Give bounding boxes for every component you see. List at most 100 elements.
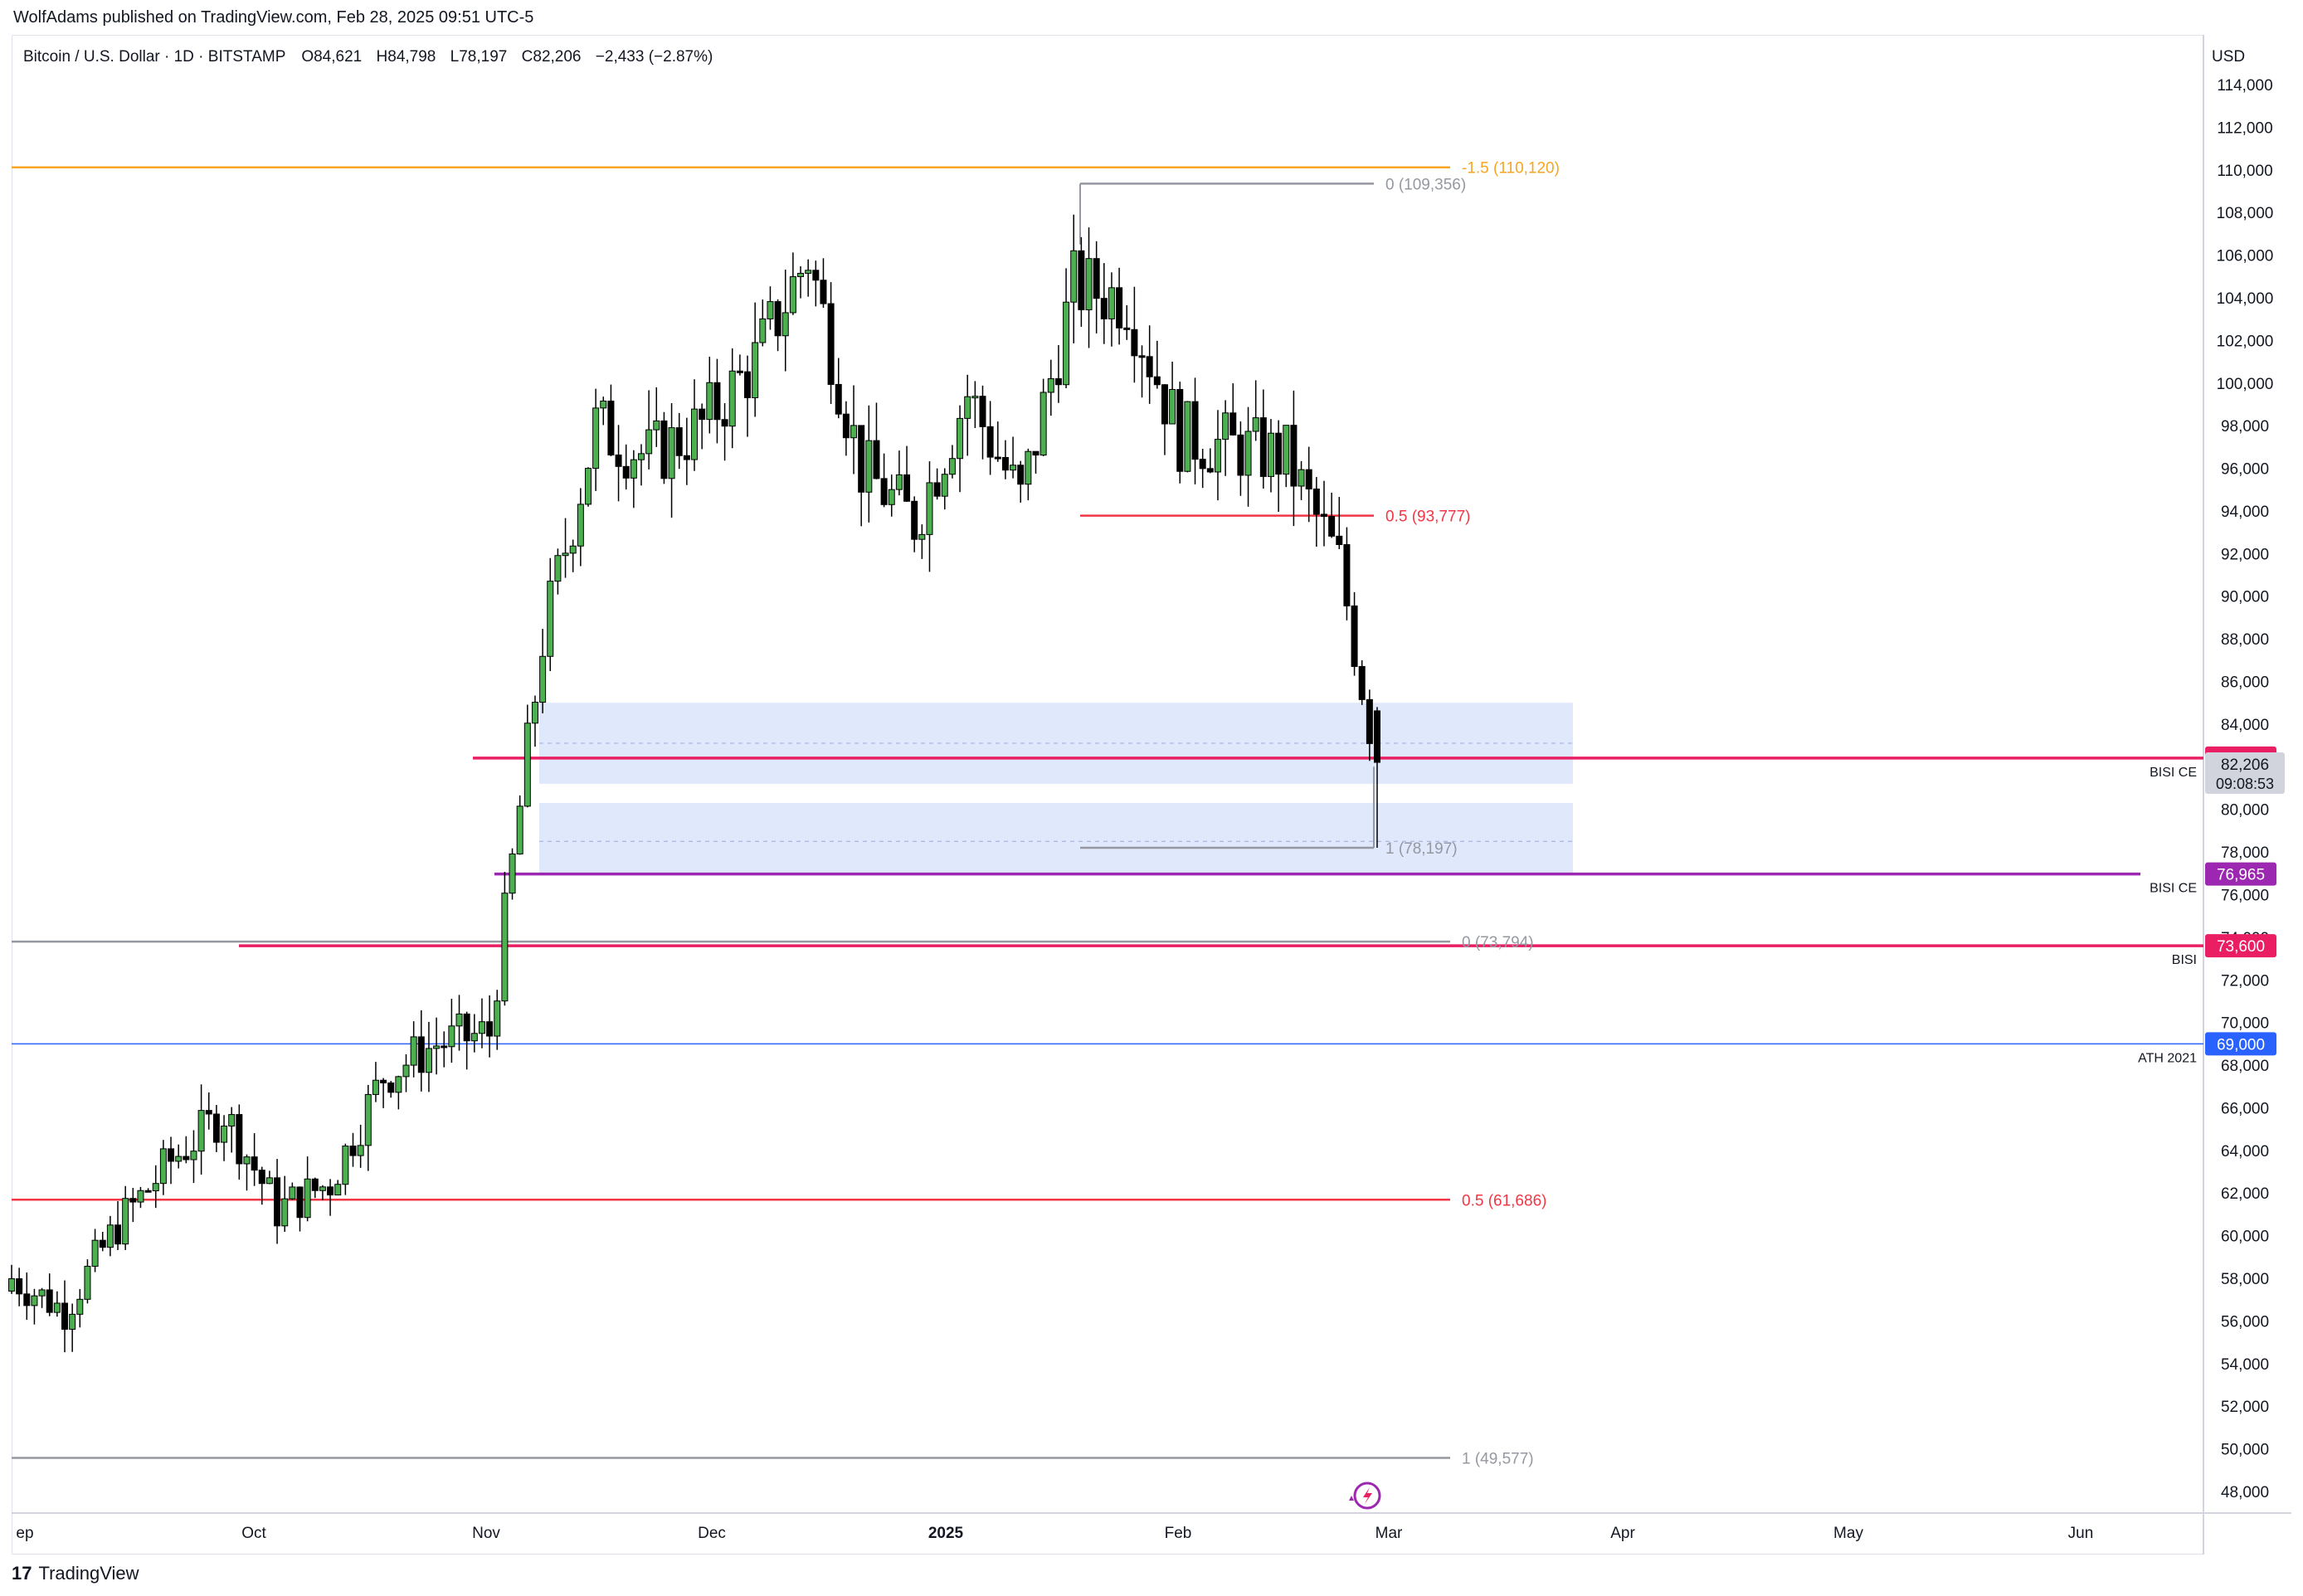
y-tick-label[interactable]: 62,000: [2221, 1185, 2269, 1203]
y-tick-label[interactable]: 100,000: [2217, 376, 2274, 393]
y-tick-label[interactable]: 94,000: [2221, 504, 2269, 521]
candle-body: [948, 458, 956, 475]
x-tick-label[interactable]: Jun: [2068, 1525, 2094, 1542]
candle-body: [190, 1151, 197, 1161]
y-tick-label[interactable]: 98,000: [2221, 418, 2269, 435]
lightning-icon[interactable]: [1349, 1482, 1381, 1510]
y-tick-label[interactable]: 54,000: [2221, 1356, 2269, 1374]
x-tick-label[interactable]: Dec: [698, 1525, 726, 1542]
candle-body: [251, 1156, 258, 1171]
price-axis[interactable]: 114,000 112,000 110,000 108,000 106,000 104,0…: [2217, 77, 2274, 1501]
candle-body: [1176, 388, 1184, 472]
x-tick-label[interactable]: May: [1833, 1525, 1863, 1542]
candle-body: [425, 1048, 432, 1073]
candle-body: [258, 1170, 265, 1185]
high-label: H: [377, 48, 388, 66]
candle-body: [16, 1278, 23, 1295]
open-value: 84,621: [314, 48, 362, 66]
candle-body: [1001, 456, 1009, 471]
y-tick-label[interactable]: 48,000: [2221, 1484, 2269, 1501]
candle-body: [1366, 698, 1373, 744]
candle-body: [986, 426, 994, 458]
tradingview-logo-icon[interactable]: 17: [12, 1563, 32, 1584]
y-tick-label[interactable]: 110,000: [2217, 163, 2272, 180]
candle-body: [933, 482, 941, 497]
candle-body: [84, 1266, 91, 1300]
y-tick-label[interactable]: 112,000: [2217, 119, 2272, 137]
candle-body: [304, 1178, 311, 1219]
fib-level-label-3: 0.5 (93,777): [1385, 508, 1470, 526]
candle-body: [31, 1295, 38, 1306]
y-tick-label[interactable]: 66,000: [2221, 1100, 2269, 1117]
candle-body: [281, 1198, 289, 1227]
x-tick-label[interactable]: 2025: [928, 1525, 964, 1542]
y-tick-label[interactable]: 50,000: [2221, 1442, 2269, 1459]
candle-body: [903, 474, 911, 502]
fib-level-label-6: 0.5 (61,686): [1462, 1192, 1546, 1209]
candle-body: [957, 417, 964, 460]
y-tick-label[interactable]: 76,000: [2221, 887, 2269, 904]
y-tick-label[interactable]: 104,000: [2217, 290, 2274, 308]
candle-body: [653, 420, 660, 431]
time-axis[interactable]: ep Oct Nov Dec 2025 Feb Mar Apr May Jun: [16, 1525, 2093, 1542]
y-tick-label[interactable]: 86,000: [2221, 674, 2269, 692]
x-tick-label[interactable]: Apr: [1610, 1525, 1635, 1542]
x-tick-label[interactable]: Mar: [1375, 1525, 1403, 1542]
y-tick-label[interactable]: 84,000: [2221, 717, 2269, 734]
candle-body: [183, 1156, 190, 1161]
y-tick-label[interactable]: 58,000: [2221, 1271, 2269, 1288]
y-tick-label[interactable]: 88,000: [2221, 631, 2269, 649]
y-tick-label[interactable]: 108,000: [2217, 205, 2274, 222]
y-tick-label[interactable]: 64,000: [2221, 1143, 2269, 1161]
candle-body: [1093, 258, 1100, 299]
candle-body: [1206, 468, 1214, 473]
candle-body: [1146, 356, 1153, 377]
y-tick-label[interactable]: 78,000: [2221, 844, 2269, 862]
candle-body: [683, 455, 690, 460]
y-tick-label[interactable]: 114,000: [2217, 77, 2272, 95]
y-tick-label[interactable]: 70,000: [2221, 1015, 2269, 1033]
candle-body: [516, 805, 523, 854]
price-badge-text-4: 69,000: [2217, 1036, 2265, 1053]
footer[interactable]: 17 TradingView: [12, 1563, 139, 1584]
x-tick-label[interactable]: ep: [16, 1525, 33, 1542]
y-tick-label[interactable]: 102,000: [2217, 333, 2274, 350]
candle-body-last: [1374, 710, 1380, 763]
y-tick-label[interactable]: 52,000: [2221, 1399, 2269, 1416]
y-tick-label[interactable]: 92,000: [2221, 546, 2269, 563]
candle-body: [812, 270, 820, 281]
imbalance-zones: [539, 703, 1573, 873]
candle-body: [805, 270, 812, 274]
x-tick-label[interactable]: Nov: [472, 1525, 500, 1542]
price-badge-4: [2205, 1032, 2276, 1056]
candle-body: [675, 427, 683, 456]
candle-body: [1214, 439, 1221, 473]
candle-body: [38, 1289, 46, 1297]
candle-body: [53, 1302, 61, 1313]
candle-body: [1063, 301, 1070, 386]
candle-body: [1351, 605, 1358, 667]
y-tick-label[interactable]: 60,000: [2221, 1229, 2269, 1246]
y-tick-label[interactable]: 90,000: [2221, 589, 2269, 606]
y-tick-label[interactable]: 96,000: [2221, 461, 2269, 479]
x-tick-label[interactable]: Feb: [1165, 1525, 1192, 1542]
candle-body: [402, 1064, 410, 1078]
candle-body: [1085, 258, 1093, 310]
x-tick-label[interactable]: Oct: [241, 1525, 266, 1542]
candle-body: [23, 1293, 31, 1306]
y-tick-label[interactable]: 72,000: [2221, 972, 2269, 990]
candle-body: [380, 1079, 387, 1083]
candle-body: [637, 453, 645, 460]
currency-label[interactable]: USD: [2212, 48, 2245, 66]
candle-body: [1017, 465, 1025, 485]
footer-brand[interactable]: TradingView: [38, 1563, 139, 1584]
candle-body: [615, 454, 622, 467]
candle-body: [106, 1224, 114, 1248]
candle-body: [99, 1239, 106, 1248]
y-tick-label[interactable]: 106,000: [2217, 248, 2274, 265]
y-tick-label[interactable]: 80,000: [2221, 802, 2269, 820]
candle-body: [523, 723, 531, 807]
y-tick-label[interactable]: 56,000: [2221, 1313, 2269, 1331]
y-tick-label[interactable]: 68,000: [2221, 1058, 2269, 1075]
